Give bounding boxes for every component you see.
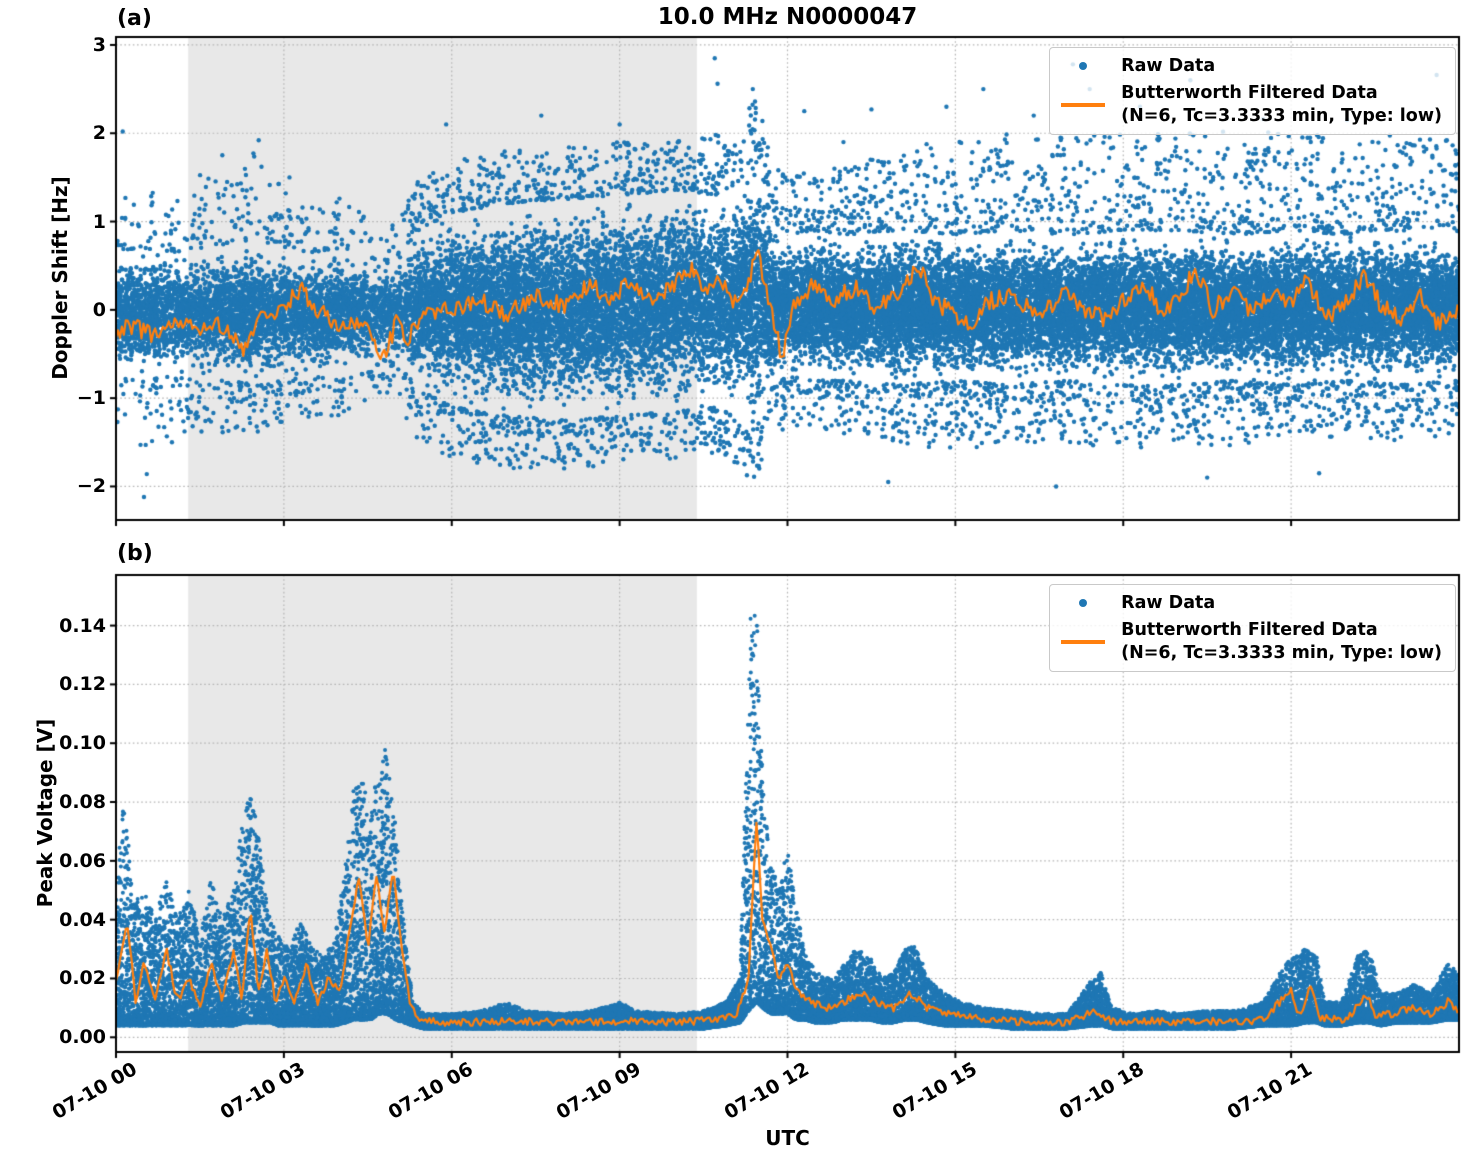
y-tick-label: −1 — [76, 387, 106, 410]
filtered-data-marker-icon — [1061, 103, 1106, 107]
y-tick-label: 0.14 — [59, 614, 106, 637]
legend-filtered-label: Butterworth Filtered Data — [1121, 620, 1378, 641]
y-tick-label: 0.08 — [59, 791, 106, 814]
raw-data-marker-icon — [1061, 599, 1105, 608]
y-tick-label: 0.02 — [59, 967, 106, 990]
y-tick-label: −2 — [76, 475, 106, 498]
y-tick-label: 0.10 — [59, 732, 106, 755]
legend-filtered-params: (N=6, Tc=3.3333 min, Type: low) — [1121, 642, 1442, 663]
x-axis-label: UTC — [765, 1126, 810, 1150]
legend-entry-filtered: Butterworth Filtered Data (N=6, Tc=3.333… — [1061, 619, 1442, 664]
legend-filtered-params: (N=6, Tc=3.3333 min, Type: low) — [1121, 105, 1442, 126]
y-tick-label: 0.12 — [59, 673, 106, 696]
legend-raw-label: Raw Data — [1121, 593, 1216, 613]
y-axis-label-a: Doppler Shift [Hz] — [48, 176, 72, 380]
legend-b: Raw Data Butterworth Filtered Data (N=6,… — [1049, 584, 1456, 673]
y-tick-label: 0.06 — [59, 849, 106, 872]
raw-data-marker-icon — [1061, 62, 1105, 71]
y-tick-label: 2 — [92, 122, 106, 145]
y-tick-label: 0 — [92, 298, 106, 321]
filtered-data-marker-icon — [1061, 640, 1106, 644]
legend-a: Raw Data Butterworth Filtered Data (N=6,… — [1049, 47, 1456, 136]
legend-entry-raw: Raw Data — [1061, 55, 1442, 77]
legend-entry-raw: Raw Data — [1061, 592, 1442, 614]
figure-title: 10.0 MHz N0000047 — [657, 4, 918, 30]
panel-b-label: (b) — [117, 541, 153, 566]
panel-a-label: (a) — [117, 6, 152, 31]
y-tick-label: 0.04 — [59, 908, 106, 931]
legend-entry-filtered: Butterworth Filtered Data (N=6, Tc=3.333… — [1061, 82, 1442, 127]
y-tick-label: 3 — [92, 33, 106, 56]
y-axis-label-b: Peak Voltage [V] — [33, 718, 57, 908]
legend-filtered-label: Butterworth Filtered Data — [1121, 83, 1378, 104]
y-tick-label: 1 — [92, 210, 106, 233]
legend-raw-label: Raw Data — [1121, 56, 1216, 76]
y-tick-label: 0.00 — [59, 1026, 106, 1049]
